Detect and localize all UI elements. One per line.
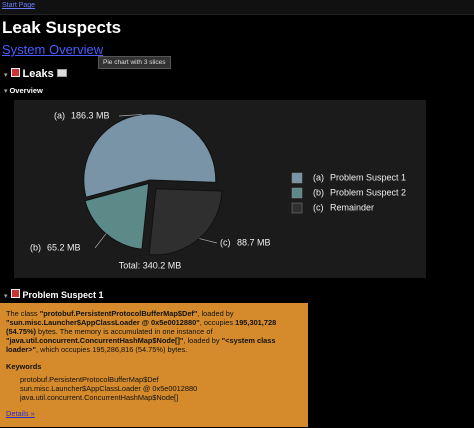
tooltip: Pie chart with 3 slices [98,56,171,69]
total-label: Total: 340.2 MB [119,260,182,270]
leader-line [199,238,218,244]
legend-tag: (b) [313,187,324,197]
legend-swatch [291,187,303,199]
slice-value: 186.3 MB [71,110,110,120]
desc-text: , loaded by [183,336,222,345]
legend-label: Problem Suspect 2 [330,187,406,197]
legend-swatch [291,172,303,184]
leader-line [94,233,107,249]
slice-tag: (a) [54,110,65,120]
desc-text: 195,286,816 (54.75%) [92,345,166,354]
keyword: sun.misc.Launcher$AppClassLoader @ 0x5e0… [20,384,198,393]
desc-text: "<system class loader>" [6,336,276,354]
desc-text: , occupies [199,318,236,327]
legend-swatch [291,202,303,214]
pie-slice [83,113,217,198]
leader-line [118,114,143,117]
page-title: Leak Suspects [2,18,122,37]
legend-label: Problem Suspect 1 [330,172,406,182]
desc-text: The class [6,309,40,318]
desc-text: "java.util.concurrent.ConcurrentHashMap$… [6,336,184,345]
chart-background [14,100,426,278]
pie-chart: Total: 340.2 MB (a) 186.3 MB (a) Problem Su… [14,100,426,278]
description: The class "protobuf.PersistentProtocolBu… [6,309,302,354]
desc-text: , which occupies [36,345,93,354]
leaks-label: Leaks [22,68,54,80]
desc-text: bytes. [165,345,188,354]
legend-label: Remainder [330,202,374,212]
overview-label: Overview [9,86,43,95]
details-link[interactable]: Details » [6,409,35,418]
suspect-header[interactable]: ▾ Problem Suspect 1 [4,289,104,300]
legend-tag: (c) [313,202,324,212]
slice-value: 88.7 MB [237,237,271,247]
desc-text: 195,301,728 (54.75%) [6,318,277,336]
suspect-title: Problem Suspect 1 [22,290,104,300]
system-overview-link[interactable]: System Overview [2,42,104,57]
legend-tag: (a) [313,172,324,182]
keyword: protobuf.PersistentProtocolBufferMap$Def [20,375,159,384]
top-bar [0,0,474,15]
slice-tag: (b) [30,242,41,252]
keyword-list: protobuf.PersistentProtocolBufferMap$Def… [20,375,302,402]
suspect-box: The class "protobuf.PersistentProtocolBu… [0,303,308,427]
leaks-header[interactable]: ▾ Leaks [4,64,67,82]
keywords-title: Keywords [6,362,42,371]
desc-text: "protobuf.PersistentProtocolBufferMap$De… [39,309,198,318]
pie-slice [148,188,223,256]
start-link[interactable]: Start Page [2,2,36,9]
slice-value: 65.2 MB [47,242,81,252]
desc-text: bytes. The memory is accumulated in one … [36,327,213,336]
desc-text: , loaded by [197,309,234,318]
overview-header[interactable]: ▾ Overview [4,86,43,95]
keyword: java.util.concurrent.ConcurrentHashMap$N… [20,393,179,402]
slice-tag: (c) [220,237,231,247]
desc-text: "sun.misc.Launcher$AppClassLoader @ 0x5e… [6,318,200,327]
